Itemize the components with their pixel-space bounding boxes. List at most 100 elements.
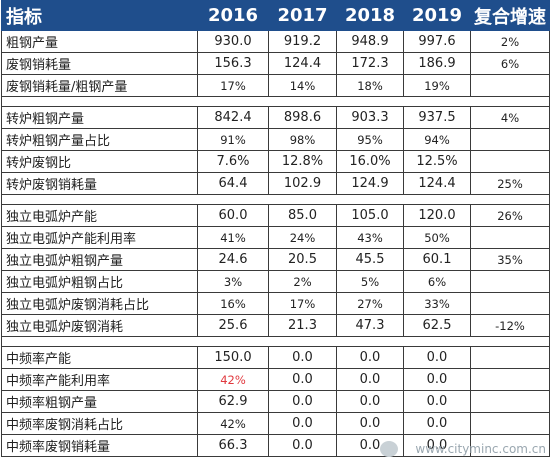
table-row: 独立电弧炉粗钢占比 3% 2% 5% 6% [1,270,550,293]
cell-value: 47.3 [336,314,404,337]
cell-cagr: 2% [470,30,550,53]
cell-value: 17% [268,292,337,315]
cell-cagr [470,292,550,315]
cell-value: 33% [403,292,471,315]
cell-value: 18% [336,74,404,97]
cell-value: 102.9 [268,172,337,195]
cell-value: 85.0 [268,204,337,227]
cell-value: 12.5% [403,150,471,173]
table-row: 废钢销耗量 156.3 124.4 172.3 186.9 6% [1,52,550,75]
cell-value: 120.0 [403,204,471,227]
table-row: 粗钢产量 930.0 919.2 948.9 997.6 2% [1,30,550,53]
row-label: 独立电弧炉粗钢占比 [1,270,198,293]
cell-value: 24.6 [197,248,269,271]
cell-value: 98% [268,128,337,151]
header-2016: 2016 [197,0,269,31]
cell-value: 14% [268,74,337,97]
cell-value: 124.9 [336,172,404,195]
row-label: 独立电弧炉产能利用率 [1,226,198,249]
group-separator [1,194,550,205]
cell-value: 62.5 [403,314,471,337]
row-label: 转炉废钢比 [1,150,198,173]
cell-value: 898.6 [268,106,337,129]
cell-cagr [470,368,550,391]
cell-value: 124.4 [268,52,337,75]
cell-value: 186.9 [403,52,471,75]
table-row: 中频率产能 150.0 0.0 0.0 0.0 [1,346,550,369]
cell-value: 94% [403,128,471,151]
table-row: 独立电弧炉粗钢产量 24.6 20.5 45.5 60.1 35% [1,248,550,271]
cell-value: 3% [197,270,269,293]
cell-value: 66.3 [197,434,269,457]
cell-value: 12.8% [268,150,337,173]
cell-value: 64.4 [197,172,269,195]
cell-value: 21.3 [268,314,337,337]
cell-value: 0.0 [403,390,471,413]
row-label: 中频率产能 [1,346,198,369]
cell-value: 0.0 [268,390,337,413]
cell-value: 7.6% [197,150,269,173]
row-label: 独立电弧炉产能 [1,204,198,227]
header-2018: 2018 [336,0,404,31]
cell-cagr: 26% [470,204,550,227]
cell-cagr [470,390,550,413]
table-row: 独立电弧炉产能利用率 41% 24% 43% 50% [1,226,550,249]
row-label: 粗钢产量 [1,30,198,53]
cell-value: 0.0 [403,368,471,391]
row-label: 废钢销耗量/粗钢产量 [1,74,198,97]
cell-value: 42% [197,412,269,435]
cell-value: 17% [197,74,269,97]
cell-cagr [470,434,550,457]
table-row: 转炉废钢比 7.6% 12.8% 16.0% 12.5% [1,150,550,173]
cell-cagr: 4% [470,106,550,129]
cell-value: 997.6 [403,30,471,53]
cell-value: 105.0 [336,204,404,227]
cell-value: 0.0 [403,346,471,369]
cell-value: 6% [403,270,471,293]
cell-value: 0.0 [336,346,404,369]
cell-value: 2% [268,270,337,293]
cell-value: 0.0 [268,434,337,457]
row-label: 独立电弧炉废钢消耗占比 [1,292,198,315]
cell-value: 45.5 [336,248,404,271]
cell-value: 937.5 [403,106,471,129]
cell-value: 95% [336,128,404,151]
cell-cagr [470,346,550,369]
table-row: 废钢销耗量/粗钢产量 17% 14% 18% 19% [1,74,550,97]
header-row: 指标 2016 2017 2018 2019 复合增速 [1,0,550,31]
cell-cagr [470,412,550,435]
cell-value: 60.0 [197,204,269,227]
cell-value: 25.6 [197,314,269,337]
table-row: 独立电弧炉废钢消耗 25.6 21.3 47.3 62.5 -12% [1,314,550,337]
cell-cagr [470,226,550,249]
cell-cagr: 25% [470,172,550,195]
cell-value: 124.4 [403,172,471,195]
row-label: 转炉废钢销耗量 [1,172,198,195]
header-2019: 2019 [403,0,471,31]
watermark: www.cityminc.com.cn [415,442,546,456]
cell-value: 42% [197,368,269,391]
table-row: 中频率产能利用率 42% 0.0 0.0 0.0 [1,368,550,391]
cell-value: 150.0 [197,346,269,369]
group-separator [1,96,550,107]
cell-cagr [470,270,550,293]
table-body: 粗钢产量 930.0 919.2 948.9 997.6 2% 废钢销耗量 156.3 124.… [1,30,550,457]
separator-cell [1,336,550,347]
row-label: 转炉粗钢产量 [1,106,198,129]
table-row: 转炉废钢销耗量 64.4 102.9 124.9 124.4 25% [1,172,550,195]
cell-cagr: 35% [470,248,550,271]
cell-value: 50% [403,226,471,249]
cell-cagr: 6% [470,52,550,75]
cell-value: 16% [197,292,269,315]
row-label: 独立电弧炉粗钢产量 [1,248,198,271]
cell-cagr [470,128,550,151]
cell-value: 903.3 [336,106,404,129]
cell-value: 156.3 [197,52,269,75]
cell-value: 948.9 [336,30,404,53]
header-indicator: 指标 [1,0,198,31]
cell-value: 20.5 [268,248,337,271]
cell-value: 0.0 [336,390,404,413]
cell-value: 60.1 [403,248,471,271]
cell-value: 919.2 [268,30,337,53]
cell-value: 0.0 [268,368,337,391]
